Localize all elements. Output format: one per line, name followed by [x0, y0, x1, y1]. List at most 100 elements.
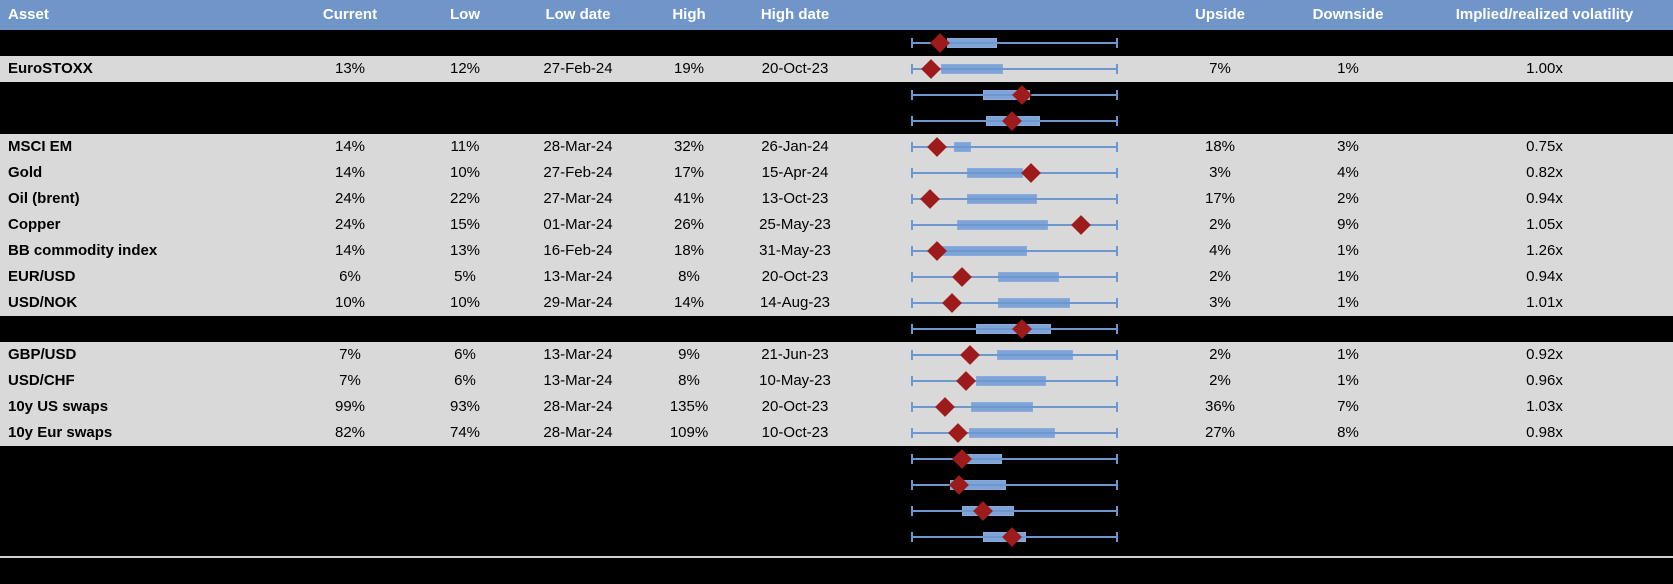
- high-cell[interactable]: [636, 524, 742, 550]
- downside-cell[interactable]: 3%: [1337, 138, 1359, 155]
- high-date-cell[interactable]: 20-Oct-23: [761, 268, 829, 285]
- upside-cell[interactable]: 36%: [1204, 398, 1236, 415]
- downside-cell[interactable]: 9%: [1337, 216, 1359, 233]
- low-cell[interactable]: 5%: [454, 268, 476, 285]
- column-header-chart[interactable]: [848, 0, 1160, 30]
- high-cell[interactable]: 9%: [678, 346, 700, 363]
- implied-realized-cell[interactable]: 1.01x: [1526, 294, 1563, 311]
- low-date-cell[interactable]: 13-Mar-24: [543, 268, 613, 285]
- low-date-cell[interactable]: [520, 316, 636, 342]
- low-date-cell[interactable]: [520, 498, 636, 524]
- upside-cell[interactable]: 3%: [1209, 164, 1231, 181]
- range-chart-cell[interactable]: [848, 186, 1160, 212]
- upside-cell[interactable]: 17%: [1204, 190, 1236, 207]
- low-cell[interactable]: [410, 446, 520, 472]
- asset-cell[interactable]: [0, 82, 290, 108]
- high-cell[interactable]: [636, 446, 742, 472]
- asset-cell[interactable]: GBP/USD: [8, 346, 77, 363]
- implied-realized-cell[interactable]: 1.26x: [1526, 242, 1563, 259]
- upside-cell[interactable]: [1160, 316, 1280, 342]
- low-date-cell[interactable]: 28-Mar-24: [543, 424, 613, 441]
- range-chart-cell[interactable]: [848, 290, 1160, 316]
- asset-cell[interactable]: USD/NOK: [8, 294, 78, 311]
- asset-cell[interactable]: [0, 498, 290, 524]
- current-cell[interactable]: 7%: [339, 346, 361, 363]
- high-date-cell[interactable]: [742, 82, 848, 108]
- range-chart-cell[interactable]: [848, 238, 1160, 264]
- current-cell[interactable]: 14%: [334, 164, 366, 181]
- downside-cell[interactable]: [1280, 316, 1416, 342]
- range-chart-cell[interactable]: [848, 368, 1160, 394]
- high-cell[interactable]: [636, 316, 742, 342]
- low-date-cell[interactable]: 27-Mar-24: [543, 190, 613, 207]
- asset-cell[interactable]: [0, 30, 290, 56]
- high-date-cell[interactable]: 15-Apr-24: [761, 164, 829, 181]
- implied-realized-cell[interactable]: 0.92x: [1526, 346, 1563, 363]
- downside-cell[interactable]: 1%: [1337, 268, 1359, 285]
- upside-cell[interactable]: [1160, 524, 1280, 550]
- high-date-cell[interactable]: 14-Aug-23: [759, 294, 831, 311]
- high-cell[interactable]: 135%: [669, 398, 709, 415]
- column-header-implied-realized-volatility[interactable]: Implied/realized volatility: [1455, 6, 1634, 23]
- current-cell[interactable]: [290, 446, 410, 472]
- range-chart-cell[interactable]: [848, 134, 1160, 160]
- asset-cell[interactable]: MSCI EM: [8, 138, 73, 155]
- high-date-cell[interactable]: 25-May-23: [759, 216, 831, 233]
- range-chart-cell[interactable]: [848, 108, 1160, 134]
- current-cell[interactable]: [290, 524, 410, 550]
- low-date-cell[interactable]: [520, 108, 636, 134]
- high-date-cell[interactable]: 13-Oct-23: [761, 190, 829, 207]
- current-cell[interactable]: [290, 472, 410, 498]
- column-header-downside[interactable]: Downside: [1312, 6, 1384, 23]
- high-cell[interactable]: 18%: [673, 242, 705, 259]
- current-cell[interactable]: [290, 82, 410, 108]
- downside-cell[interactable]: 1%: [1337, 294, 1359, 311]
- downside-cell[interactable]: 1%: [1337, 346, 1359, 363]
- asset-cell[interactable]: Oil (brent): [8, 190, 80, 207]
- upside-cell[interactable]: [1160, 498, 1280, 524]
- downside-cell[interactable]: 1%: [1337, 60, 1359, 77]
- upside-cell[interactable]: 27%: [1204, 424, 1236, 441]
- low-cell[interactable]: [410, 108, 520, 134]
- implied-realized-cell[interactable]: 1.03x: [1526, 398, 1563, 415]
- implied-realized-cell[interactable]: 1.05x: [1526, 216, 1563, 233]
- current-cell[interactable]: 24%: [334, 216, 366, 233]
- high-date-cell[interactable]: [742, 446, 848, 472]
- column-header-current[interactable]: Current: [322, 6, 378, 23]
- range-chart-cell[interactable]: [848, 316, 1160, 342]
- low-cell[interactable]: [410, 30, 520, 56]
- low-cell[interactable]: 11%: [450, 138, 480, 155]
- high-cell[interactable]: 14%: [673, 294, 705, 311]
- asset-cell[interactable]: 10y US swaps: [8, 398, 109, 415]
- implied-realized-cell[interactable]: 1.00x: [1526, 60, 1563, 77]
- high-date-cell[interactable]: [742, 524, 848, 550]
- current-cell[interactable]: [290, 108, 410, 134]
- high-cell[interactable]: 19%: [673, 60, 705, 77]
- range-chart-cell[interactable]: [848, 446, 1160, 472]
- implied-realized-cell[interactable]: [1416, 498, 1673, 524]
- current-cell[interactable]: 14%: [334, 138, 366, 155]
- implied-realized-cell[interactable]: 0.75x: [1526, 138, 1563, 155]
- implied-realized-cell[interactable]: [1416, 30, 1673, 56]
- downside-cell[interactable]: [1280, 446, 1416, 472]
- downside-cell[interactable]: 8%: [1337, 424, 1359, 441]
- low-date-cell[interactable]: [520, 446, 636, 472]
- current-cell[interactable]: 7%: [339, 372, 361, 389]
- downside-cell[interactable]: [1280, 524, 1416, 550]
- high-cell[interactable]: 8%: [678, 372, 700, 389]
- current-cell[interactable]: [290, 498, 410, 524]
- range-chart-cell[interactable]: [848, 420, 1160, 446]
- high-date-cell[interactable]: 20-Oct-23: [761, 60, 829, 77]
- range-chart-cell[interactable]: [848, 56, 1160, 82]
- asset-cell[interactable]: [0, 524, 290, 550]
- high-date-cell[interactable]: [742, 108, 848, 134]
- downside-cell[interactable]: [1280, 82, 1416, 108]
- low-date-cell[interactable]: 13-Mar-24: [543, 372, 613, 389]
- downside-cell[interactable]: [1280, 30, 1416, 56]
- upside-cell[interactable]: [1160, 108, 1280, 134]
- column-header-high-date[interactable]: High date: [760, 6, 830, 23]
- current-cell[interactable]: [290, 316, 410, 342]
- column-header-low[interactable]: Low: [450, 6, 480, 23]
- upside-cell[interactable]: 2%: [1209, 372, 1231, 389]
- low-date-cell[interactable]: 01-Mar-24: [543, 216, 613, 233]
